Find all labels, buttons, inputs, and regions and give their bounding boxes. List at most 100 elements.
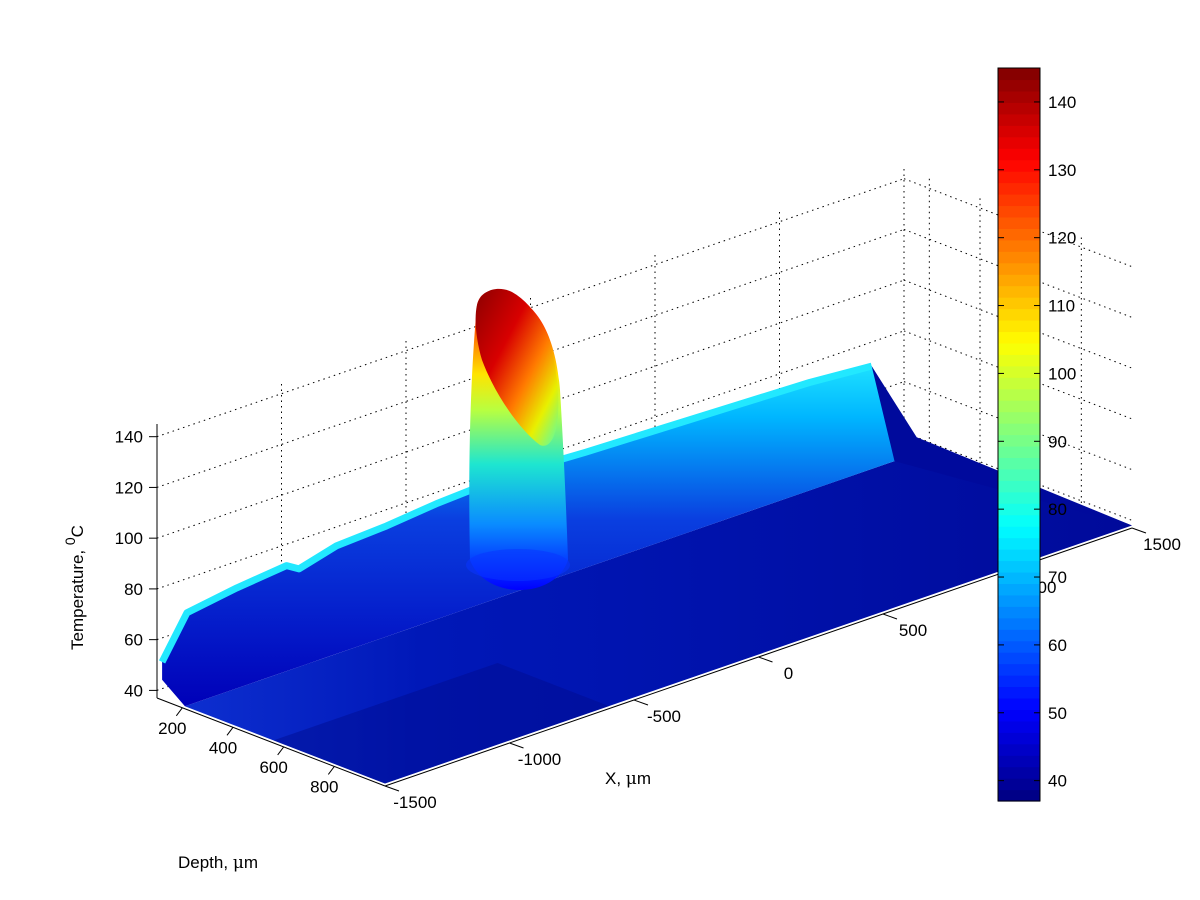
colorbar-segment bbox=[998, 606, 1040, 619]
x-axis-label-mu: μ bbox=[626, 769, 637, 789]
colorbar-segment bbox=[998, 262, 1040, 275]
colorbar-segment bbox=[998, 365, 1040, 378]
z-axis-label: Temperature, 0C bbox=[62, 525, 87, 650]
colorbar-segment bbox=[998, 354, 1040, 367]
colorbar-segment bbox=[998, 549, 1040, 562]
colorbar-segment bbox=[998, 526, 1040, 539]
colorbar-segment bbox=[998, 789, 1040, 802]
colorbar-segment bbox=[998, 251, 1040, 264]
colorbar-segment bbox=[998, 617, 1040, 630]
colorbar-segment bbox=[998, 537, 1040, 550]
colorbar-frame bbox=[997, 67, 1041, 802]
colorbar-segment bbox=[998, 68, 1040, 81]
colorbar-tick-label: 50 bbox=[1048, 704, 1067, 723]
depth-tick bbox=[175, 707, 183, 717]
hot-spot-base bbox=[466, 549, 570, 581]
colorbar-segment bbox=[998, 228, 1040, 241]
depth-tick bbox=[226, 727, 234, 736]
x-axis-label: X, μm bbox=[605, 769, 651, 789]
x-tick bbox=[509, 742, 524, 749]
colorbar-tick-label: 60 bbox=[1048, 636, 1067, 655]
colorbar-segment bbox=[998, 629, 1040, 642]
colorbar-segment bbox=[998, 400, 1040, 413]
colorbar-segment bbox=[998, 675, 1040, 688]
colorbar-segment bbox=[998, 640, 1040, 653]
colorbar-tick-label: 120 bbox=[1048, 229, 1076, 248]
x-tick-label: -500 bbox=[647, 707, 681, 726]
colorbar-segment bbox=[998, 331, 1040, 344]
colorbar-segment bbox=[998, 411, 1040, 424]
z-tick-label: 80 bbox=[124, 580, 143, 599]
colorbar-segment bbox=[998, 480, 1040, 493]
x-tick-label: 1500 bbox=[1143, 535, 1181, 554]
z-tick-label: 140 bbox=[115, 428, 143, 447]
depth-axis-label: Depth, μm bbox=[178, 853, 258, 873]
colorbar-segment bbox=[998, 182, 1040, 195]
depth-axis-label-unit: m bbox=[244, 853, 258, 872]
x-axis-label-unit: m bbox=[637, 769, 651, 788]
temperature-surface bbox=[158, 288, 1132, 784]
colorbar-segment bbox=[998, 113, 1040, 126]
surface-right-edge bbox=[871, 366, 1132, 526]
surface-shade bbox=[273, 663, 610, 784]
colorbar-segment bbox=[998, 514, 1040, 527]
colorbar-tick-label: 100 bbox=[1048, 364, 1076, 383]
colorbar-segment bbox=[998, 342, 1040, 355]
colorbar-segment bbox=[998, 457, 1040, 470]
colorbar-segment bbox=[998, 663, 1040, 676]
colorbar-segment bbox=[998, 755, 1040, 768]
x-tick bbox=[882, 613, 898, 620]
colorbar-segment bbox=[998, 434, 1040, 447]
colorbar-tick-label: 130 bbox=[1048, 161, 1076, 180]
colorbar-segment bbox=[998, 491, 1040, 504]
colorbar-segment bbox=[998, 445, 1040, 459]
x-tick-label: 0 bbox=[784, 664, 793, 683]
colorbar-segment bbox=[998, 652, 1040, 665]
surface-floor bbox=[184, 448, 1132, 784]
depth-tick bbox=[327, 766, 335, 775]
colorbar-tick-label: 140 bbox=[1048, 93, 1076, 112]
depth-axis-label-mu: μ bbox=[233, 853, 244, 873]
colorbar-segment bbox=[998, 594, 1040, 607]
x-tick bbox=[1131, 527, 1147, 534]
colorbar-segment bbox=[998, 571, 1040, 584]
z-axis-label-superscript: 0 bbox=[62, 537, 78, 545]
colorbar-segment bbox=[998, 274, 1040, 287]
colorbar-tick-label: 110 bbox=[1048, 297, 1075, 316]
colorbar-segment bbox=[998, 90, 1040, 103]
colorbar-segment bbox=[998, 297, 1040, 310]
x-tick bbox=[758, 656, 773, 663]
hot-spot-cap bbox=[475, 288, 559, 446]
colorbar-segment bbox=[998, 732, 1040, 745]
colorbar-segment bbox=[998, 686, 1040, 699]
colorbar-segment bbox=[998, 308, 1040, 321]
colorbar-segment bbox=[998, 468, 1040, 481]
colorbar-segment bbox=[998, 239, 1040, 252]
x-tick-label: 500 bbox=[899, 621, 927, 640]
colorbar-segment bbox=[998, 159, 1040, 172]
colorbar-segment bbox=[998, 503, 1040, 516]
colorbar-segment bbox=[998, 285, 1040, 298]
colorbar-segment bbox=[998, 171, 1040, 184]
depth-tick bbox=[277, 746, 285, 756]
colorbar-segment bbox=[998, 102, 1040, 115]
colorbar-segment bbox=[998, 560, 1040, 573]
colorbar-segment bbox=[998, 583, 1040, 596]
depth-axis-line bbox=[156, 697, 386, 787]
colorbar-segment bbox=[998, 193, 1040, 207]
colorbar-segment bbox=[998, 423, 1040, 436]
colorbar-segment bbox=[998, 319, 1040, 333]
colorbar-segment bbox=[998, 743, 1040, 756]
colorbar-segment bbox=[998, 136, 1040, 149]
z-tick-label: 100 bbox=[115, 529, 143, 548]
depth-tick-label: 400 bbox=[209, 738, 237, 757]
colorbar-tick-label: 80 bbox=[1048, 500, 1067, 519]
colorbar-segment bbox=[998, 79, 1040, 92]
colorbar-tick-label: 70 bbox=[1048, 568, 1067, 587]
z-tick-label: 120 bbox=[115, 478, 143, 497]
x-tick-label: -1000 bbox=[518, 750, 561, 769]
colorbar-segment bbox=[998, 697, 1040, 710]
colorbar-segment bbox=[998, 205, 1040, 218]
depth-tick-label: 800 bbox=[310, 777, 338, 796]
